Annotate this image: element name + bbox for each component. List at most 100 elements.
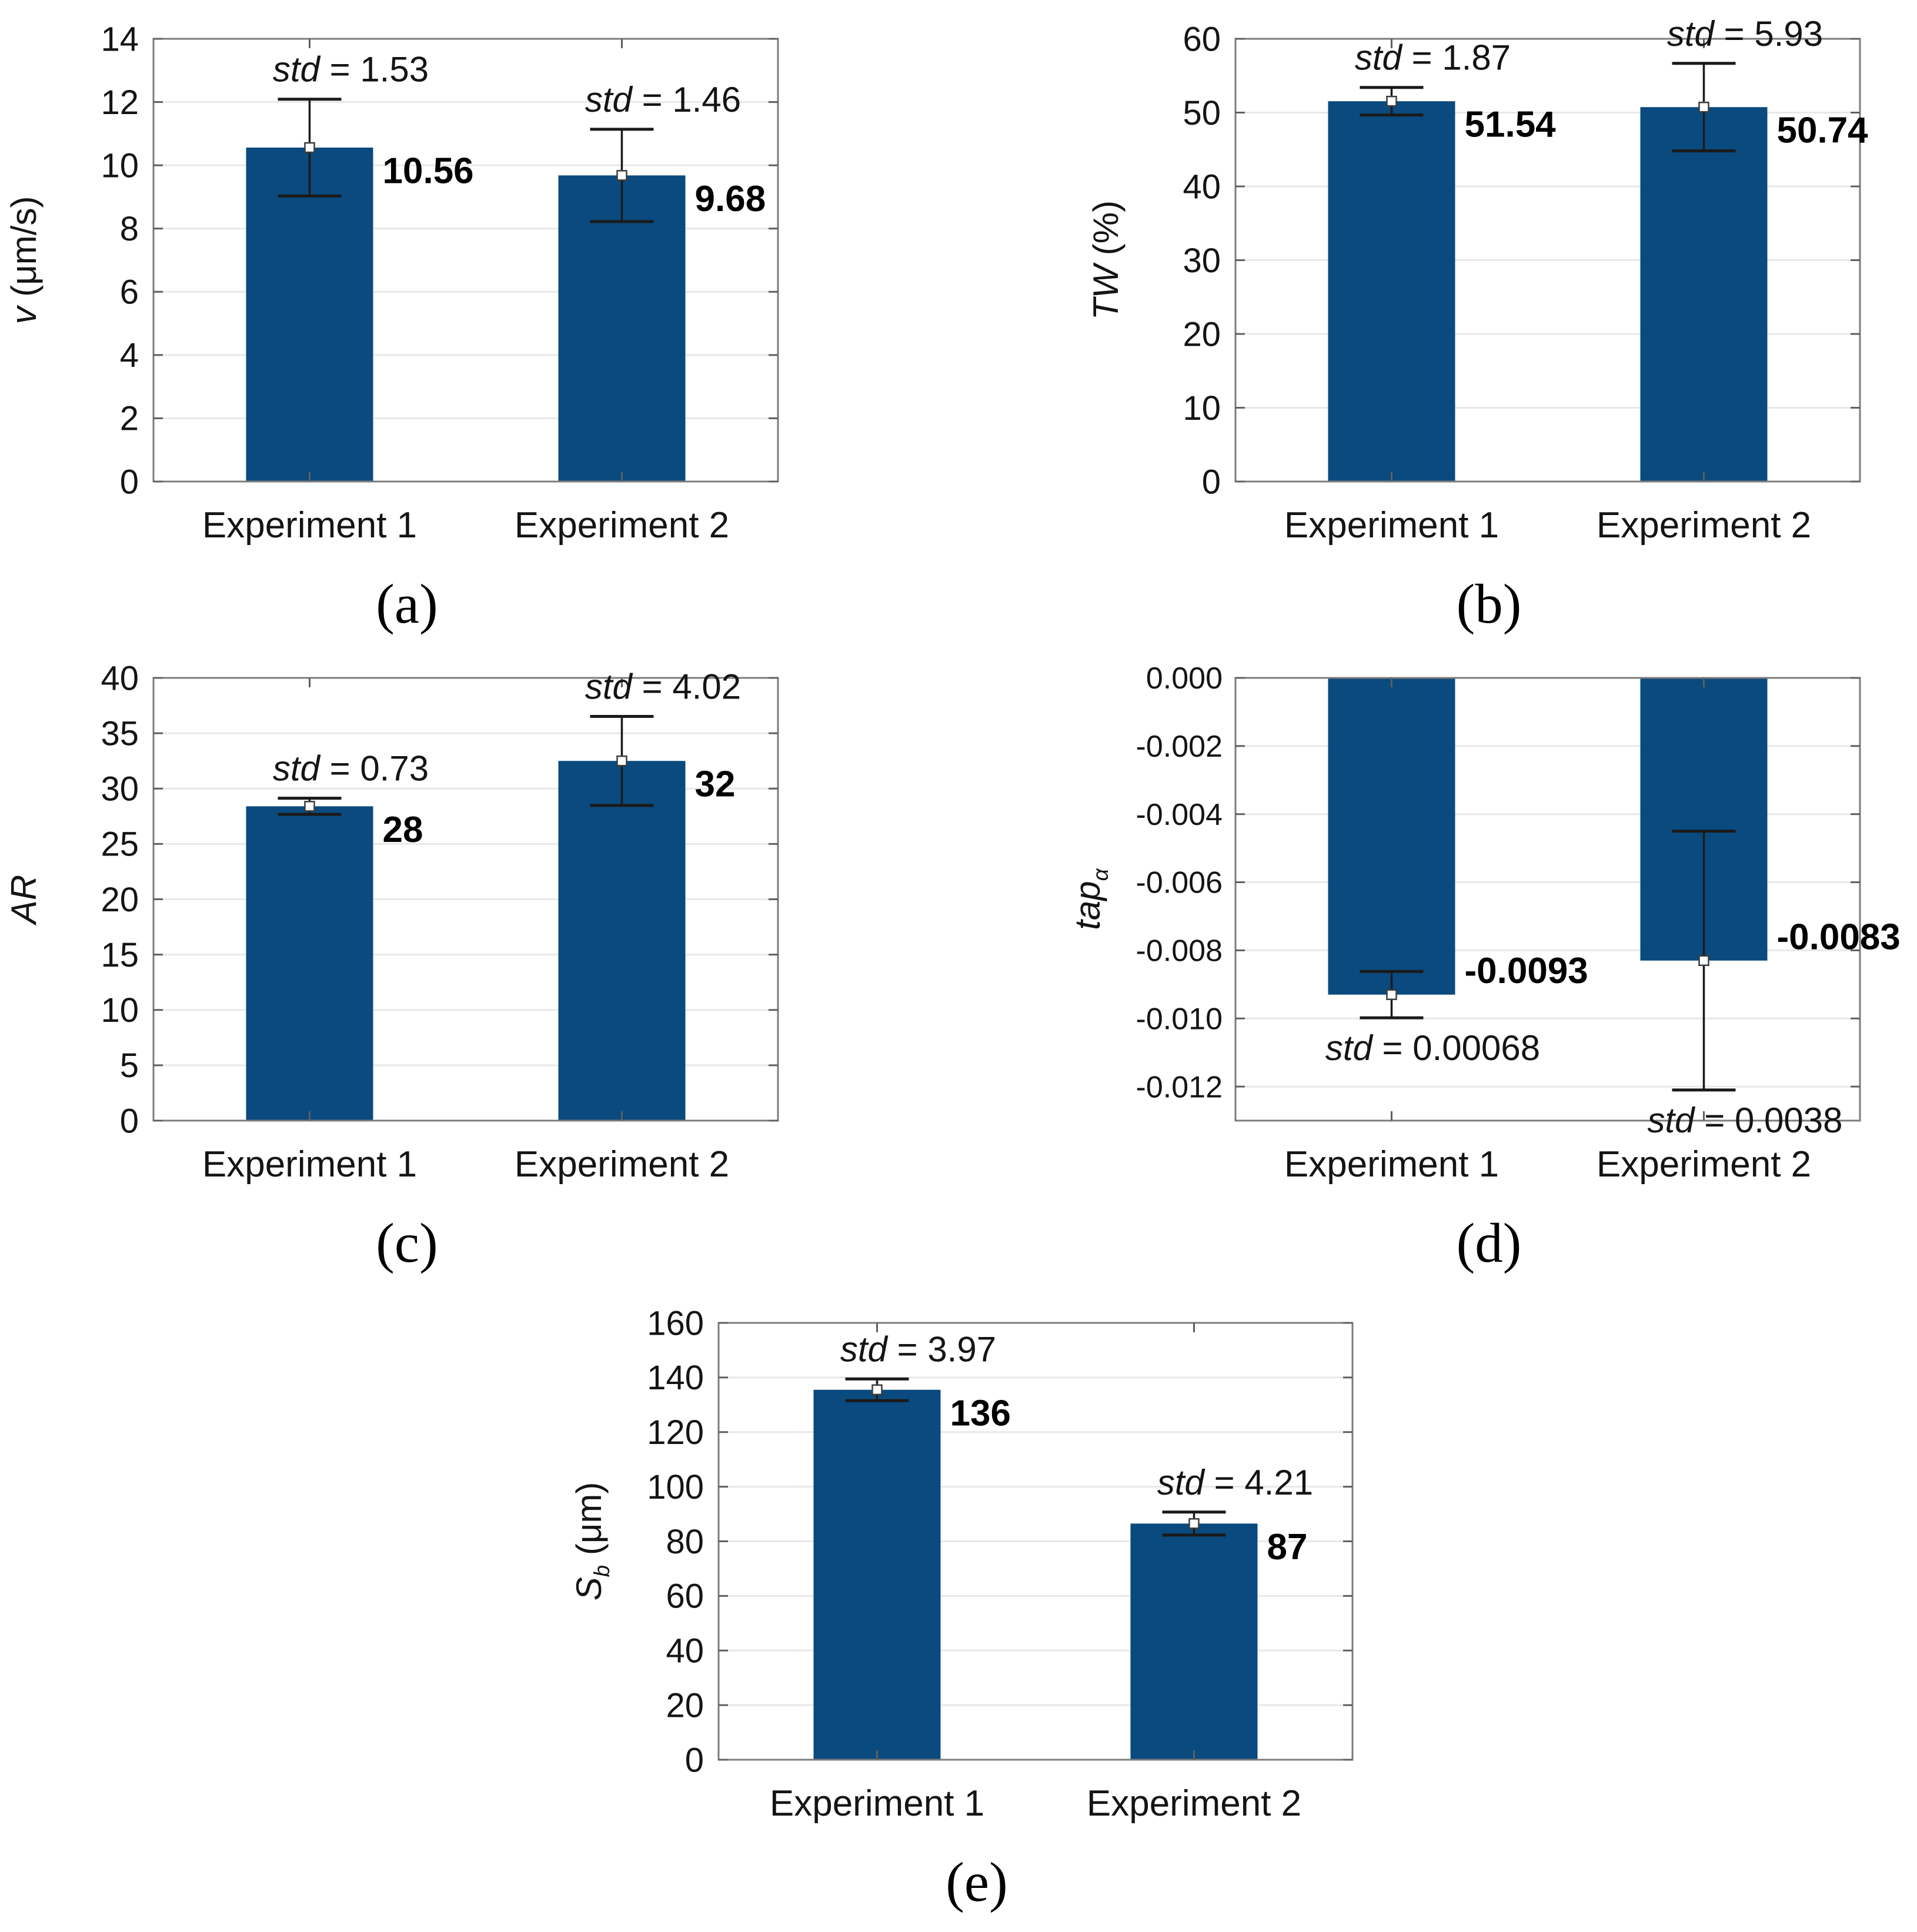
caption-b: (b) <box>1456 573 1522 635</box>
mean-marker <box>1386 95 1397 107</box>
chart-b-canvas: 0 10 20 30 40 50 60 Experiment 1 Experiment 2 TW … <box>1086 14 1869 546</box>
bar-experiment-2 <box>1130 1523 1258 1760</box>
value-label-2: 9.68 <box>695 179 766 219</box>
std-label-2: std = 4.02 <box>585 667 741 707</box>
y-tick-label: 5 <box>120 1047 139 1085</box>
caption-c: (c) <box>376 1212 438 1274</box>
y-tick-label: 120 <box>647 1413 704 1452</box>
y-tick-label: 12 <box>101 83 139 122</box>
chart-panel-e: (e) 0 20 40 60 80 100 120 140 160 Experiment 1 Exp… <box>506 1282 1423 1932</box>
x-category-label: Experiment 2 <box>515 1144 729 1185</box>
y-tick-label: 10 <box>101 991 139 1029</box>
x-category-label: Experiment 1 <box>1284 1144 1499 1185</box>
bar-experiment-2 <box>558 175 686 482</box>
y-tick-label: 40 <box>1183 168 1221 206</box>
y-axis-title: TW (%) <box>1086 200 1126 320</box>
y-tick-label: 10 <box>1183 389 1221 427</box>
y-axis-title: AR <box>4 875 44 925</box>
caption-e: (e) <box>946 1851 1008 1913</box>
y-tick-label: 30 <box>1183 242 1221 280</box>
y-tick-label: 100 <box>647 1468 704 1506</box>
y-tick-label: 160 <box>647 1304 704 1342</box>
plot-border <box>1234 677 1861 1122</box>
bar-experiment-1 <box>246 148 373 482</box>
std-label-1: std = 0.73 <box>273 749 429 788</box>
y-tick-label: 50 <box>1183 94 1221 132</box>
std-label-2: std = 1.46 <box>585 80 741 119</box>
y-tick-label: 4 <box>120 336 139 375</box>
chart-a-canvas: 0 2 4 6 8 10 12 14 Experiment 1 Experiment 2 v (μm… <box>4 20 779 546</box>
y-axis-title: v (μm/s) <box>4 196 44 325</box>
std-label-1: std = 1.87 <box>1355 38 1511 78</box>
std-label-1: std = 1.53 <box>273 50 429 89</box>
caption-d: (d) <box>1456 1212 1522 1274</box>
y-tick-label: 140 <box>647 1359 704 1397</box>
value-label-2: -0.0083 <box>1777 917 1901 957</box>
chart-c-canvas: 0 5 10 15 20 25 30 35 40 Experiment 1 Experiment 2… <box>4 659 779 1185</box>
y-tick-label: 2 <box>120 400 139 438</box>
bar-experiment-1 <box>813 1389 941 1760</box>
y-tick-label: 14 <box>101 20 139 58</box>
y-tick-label: 35 <box>101 714 139 753</box>
bar-experiment-1 <box>246 806 373 1121</box>
caption-a: (a) <box>376 573 438 635</box>
x-category-label: Experiment 2 <box>1087 1783 1301 1824</box>
chart-panel-c: (c) 0 5 10 15 20 25 30 35 40 Experiment 1 Experime… <box>0 639 823 1285</box>
std-label-1: std = 0.00068 <box>1325 1028 1540 1068</box>
value-label-1: 51.54 <box>1465 105 1557 145</box>
y-axis-title: Sb (μm) <box>569 1482 614 1601</box>
y-tick-label: 0 <box>685 1741 704 1779</box>
mean-marker <box>304 801 315 812</box>
value-label-1: 28 <box>383 810 423 850</box>
mean-marker <box>616 755 627 767</box>
std-label-2: std = 5.93 <box>1667 14 1823 54</box>
y-tick-label: 30 <box>101 770 139 808</box>
y-axis-title: tapα <box>1068 868 1113 930</box>
y-tick-label: 40 <box>666 1632 704 1670</box>
y-tick-label: 8 <box>120 210 139 248</box>
chart-panel-b: (b) 0 10 20 30 40 50 60 Experiment 1 Experiment … <box>1082 0 1905 639</box>
y-tick-label: 0 <box>120 463 139 501</box>
x-category-label: Experiment 1 <box>202 1144 417 1185</box>
plot-border <box>152 38 779 483</box>
mean-marker <box>616 170 627 181</box>
chart-panel-a: (a) 0 2 4 6 8 10 12 14 Experiment 1 Experiment 2 v… <box>0 0 823 639</box>
x-category-label: Experiment 2 <box>1597 1144 1811 1185</box>
value-label-2: 32 <box>695 764 736 805</box>
y-tick-label: 15 <box>101 936 139 974</box>
y-tick-label: 20 <box>1183 315 1221 353</box>
chart-d-canvas: 0.000 -0.002 -0.004 -0.006 -0.008 -0.010 -0.01… <box>1068 661 1901 1185</box>
y-tick-label: -0.012 <box>1136 1070 1223 1104</box>
value-label-2: 87 <box>1267 1527 1308 1567</box>
y-tick-label: 20 <box>666 1686 704 1724</box>
x-category-label: Experiment 1 <box>202 505 417 546</box>
y-tick-label: 40 <box>101 659 139 697</box>
x-category-label: Experiment 1 <box>1284 505 1499 546</box>
y-tick-label: -0.010 <box>1136 1002 1223 1036</box>
value-label-1: -0.0093 <box>1465 951 1588 991</box>
std-label-2: std = 4.21 <box>1157 1463 1313 1502</box>
y-tick-label: -0.004 <box>1136 798 1223 832</box>
y-tick-label: 0 <box>1202 463 1221 501</box>
x-category-label: Experiment 1 <box>770 1783 984 1824</box>
mean-marker <box>1188 1518 1200 1529</box>
y-tick-label: 20 <box>101 881 139 919</box>
bar-experiment-1 <box>1328 101 1455 482</box>
y-tick-label: 80 <box>666 1523 704 1561</box>
y-tick-label: -0.008 <box>1136 934 1223 968</box>
y-tick-label: 10 <box>101 146 139 185</box>
chart-panel-d: (d) 0.000 -0.002 -0.004 -0.006 -0.008 -0.010 -… <box>1068 639 1905 1285</box>
value-label-2: 50.74 <box>1777 111 1869 151</box>
x-category-label: Experiment 2 <box>515 505 729 546</box>
std-label-2: std = 0.0038 <box>1648 1101 1843 1140</box>
y-tick-label: -0.002 <box>1136 730 1223 764</box>
y-tick-label: 0.000 <box>1146 661 1223 696</box>
y-tick-label: 0 <box>120 1102 139 1140</box>
bar-experiment-2 <box>558 761 686 1121</box>
value-label-1: 136 <box>950 1393 1011 1433</box>
value-label-1: 10.56 <box>383 151 474 192</box>
x-category-label: Experiment 2 <box>1597 505 1811 546</box>
std-label-1: std = 3.97 <box>840 1329 996 1369</box>
y-tick-label: 60 <box>666 1577 704 1616</box>
